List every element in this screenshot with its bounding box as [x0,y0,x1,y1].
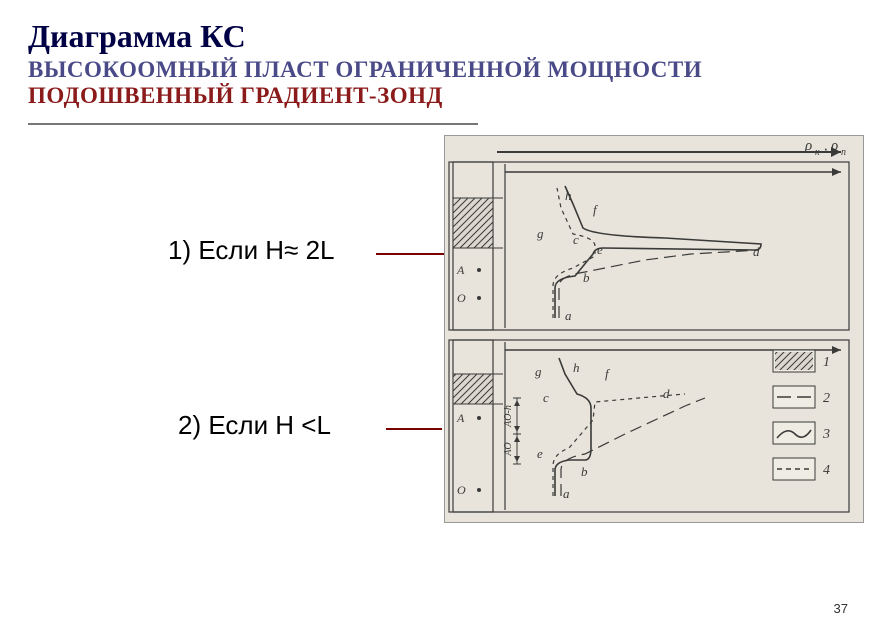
svg-text:f: f [605,366,611,381]
svg-text:A: A [456,411,465,425]
svg-text:g: g [537,226,544,241]
svg-text:b: b [581,464,588,479]
diagram-svg: ρк,ρпAOhfgcedbaAOghfcdebaAO-hAO1234 [445,136,865,524]
svg-text:,: , [824,139,828,154]
svg-text:f: f [593,202,599,217]
svg-text:A: A [456,263,465,277]
svg-text:1: 1 [823,355,830,370]
case1-label: 1) Если H≈ 2L [168,235,335,266]
svg-text:b: b [583,270,590,285]
page-title: Диаграмма КС [28,18,842,55]
svg-text:e: e [597,242,603,257]
svg-text:2: 2 [823,391,830,406]
svg-text:h: h [573,360,580,375]
page-number: 37 [834,601,848,616]
subtitle-line1: ВЫСОКООМНЫЙ ПЛАСТ ОГРАНИЧЕННОЙ МОЩНОСТИ [28,57,842,83]
svg-text:O: O [457,291,466,305]
svg-text:AO-h: AO-h [503,405,514,428]
connector-2 [386,428,442,430]
svg-text:4: 4 [823,463,830,478]
svg-text:d: d [753,244,760,259]
svg-text:к: к [815,147,820,158]
svg-text:a: a [565,308,572,323]
svg-text:g: g [535,364,542,379]
case2-label: 2) Если H <L [178,410,331,441]
svg-text:c: c [543,390,549,405]
svg-text:e: e [537,446,543,461]
subtitle-line2: ПОДОШВЕННЫЙ ГРАДИЕНТ-ЗОНД [28,83,842,109]
svg-text:ρ: ρ [804,138,812,154]
slide-root: Диаграмма КС ВЫСОКООМНЫЙ ПЛАСТ ОГРАНИЧЕН… [0,0,870,630]
svg-text:O: O [457,483,466,497]
svg-text:3: 3 [822,427,830,442]
svg-text:a: a [563,486,570,501]
body-area: 1) Если H≈ 2L 2) Если H <L ρк,ρпAOhfgced… [28,125,842,585]
svg-text:п: п [841,147,846,158]
svg-text:c: c [573,232,579,247]
svg-text:AO: AO [503,442,514,456]
diagram-figure: ρк,ρпAOhfgcedbaAOghfcdebaAO-hAO1234 [444,135,864,523]
connector-1 [376,253,446,255]
svg-text:d: d [663,386,670,401]
svg-text:h: h [565,188,572,203]
svg-text:ρ: ρ [830,138,838,154]
